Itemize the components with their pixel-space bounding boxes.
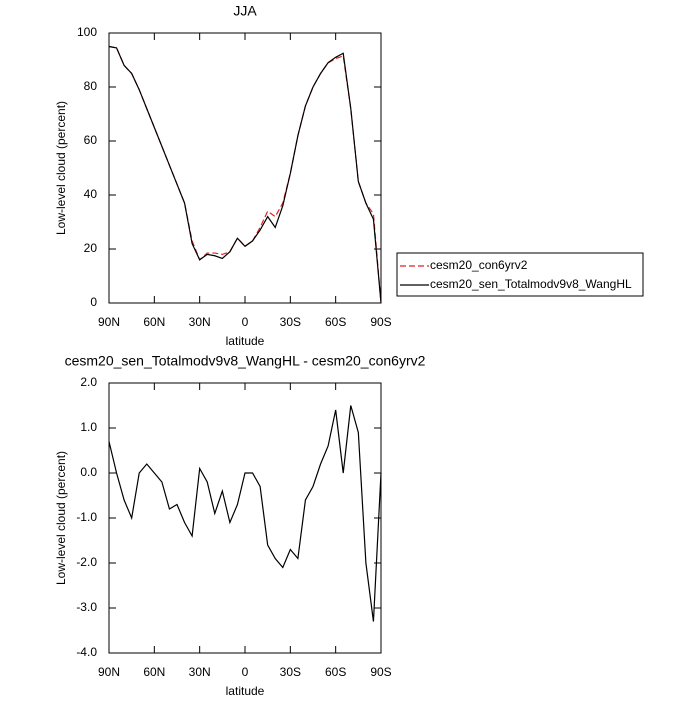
x-tick-label: 0 <box>242 315 249 329</box>
y-tick-label: 2.0 <box>80 375 97 389</box>
chart-title: JJA <box>233 3 257 19</box>
x-tick-label: 90N <box>98 665 120 679</box>
y-tick-label: 0 <box>90 295 97 309</box>
y-tick-label: 60 <box>84 133 98 147</box>
x-tick-label: 90S <box>370 665 391 679</box>
x-tick-label: 60S <box>325 665 346 679</box>
legend-label: cesm20_sen_Totalmodv9v8_WangHL <box>430 277 632 291</box>
x-tick-label: 60N <box>143 315 165 329</box>
x-tick-label: 30N <box>189 315 211 329</box>
y-tick-label: 1.0 <box>80 420 97 434</box>
y-tick-label: 40 <box>84 187 98 201</box>
y-tick-label: -1.0 <box>76 510 97 524</box>
legend-box <box>396 252 644 297</box>
data-line <box>108 405 382 622</box>
y-axis-label: Low-level cloud (percent) <box>54 451 68 585</box>
plot-frame <box>108 382 382 654</box>
y-tick-label: 0.0 <box>80 465 97 479</box>
data-line <box>108 45 382 304</box>
x-tick-label: 90N <box>98 315 120 329</box>
x-tick-label: 30S <box>280 315 301 329</box>
x-tick-label: 90S <box>370 315 391 329</box>
legend-label: cesm20_con6yrv2 <box>430 258 528 272</box>
x-tick-label: 0 <box>242 665 249 679</box>
chart-title: cesm20_sen_Totalmodv9v8_WangHL - cesm20_… <box>65 353 426 369</box>
x-tick-label: 60S <box>325 315 346 329</box>
plot-frame <box>108 32 382 304</box>
data-line <box>108 45 382 304</box>
y-tick-label: -4.0 <box>76 645 97 659</box>
x-tick-label: 30S <box>280 665 301 679</box>
x-tick-label: 60N <box>143 665 165 679</box>
y-tick-label: 100 <box>77 25 97 39</box>
y-tick-label: 20 <box>84 241 98 255</box>
y-tick-label: -2.0 <box>76 555 97 569</box>
y-axis-label: Low-level cloud (percent) <box>54 101 68 235</box>
y-tick-label: -3.0 <box>76 600 97 614</box>
x-axis-label: latitude <box>226 334 265 348</box>
x-axis-label: latitude <box>226 684 265 698</box>
x-tick-label: 30N <box>189 665 211 679</box>
y-tick-label: 80 <box>84 79 98 93</box>
